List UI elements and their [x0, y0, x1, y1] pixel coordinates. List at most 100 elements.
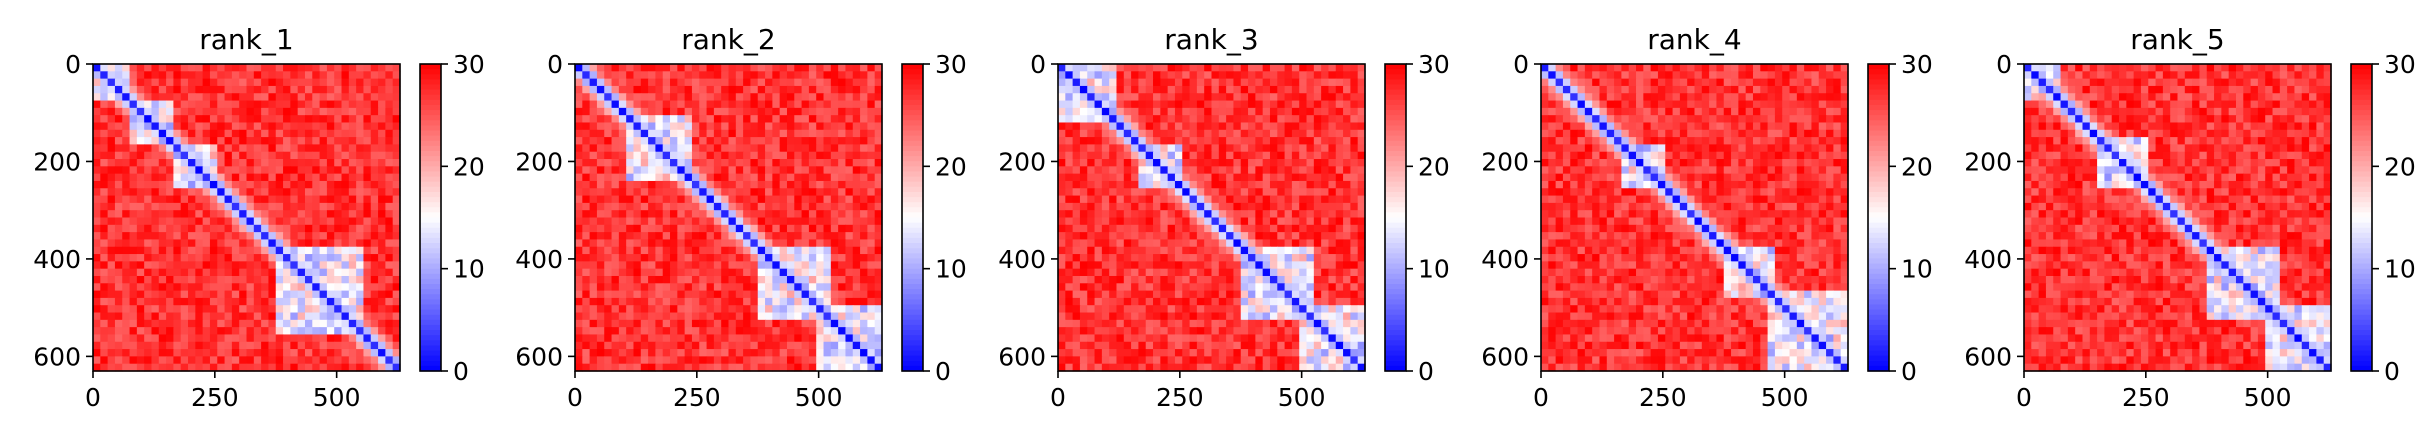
heatmap-cell: [1174, 159, 1183, 167]
heatmap-cell: [209, 224, 218, 233]
heatmap-cell: [1109, 188, 1118, 197]
heatmap-cell: [735, 297, 744, 306]
heatmap-cell: [743, 166, 752, 175]
heatmap-cell: [385, 297, 394, 306]
heatmap-cell: [341, 319, 350, 328]
heatmap-cell: [1138, 254, 1147, 262]
heatmap-cell: [166, 356, 175, 365]
heatmap-cell: [173, 129, 182, 138]
heatmap-cell: [283, 71, 291, 80]
heatmap-cell: [385, 349, 394, 357]
heatmap-cell: [370, 275, 379, 284]
heatmap-cell: [1174, 180, 1183, 189]
heatmap-cell: [1269, 188, 1278, 197]
heatmap-cell: [648, 129, 657, 138]
heatmap-cell: [1196, 129, 1205, 138]
heatmap-cell: [253, 210, 262, 219]
heatmap-cell: [684, 159, 693, 167]
heatmap-cell: [151, 129, 160, 138]
heatmap-cell: [158, 261, 167, 270]
heatmap-cell: [122, 254, 131, 262]
heatmap-cell: [691, 297, 700, 306]
heatmap-cell: [1321, 180, 1330, 189]
heatmap-cell: [151, 275, 160, 284]
heatmap-cell: [290, 239, 299, 248]
heatmap-cell: [312, 290, 321, 299]
heatmap-cell: [794, 246, 803, 255]
heatmap-cell: [699, 217, 708, 226]
heatmap-cell: [158, 254, 167, 262]
heatmap-cell: [706, 283, 715, 292]
heatmap-cell: [1335, 210, 1344, 219]
heatmap-cell: [743, 159, 752, 167]
heatmap-cell: [662, 210, 671, 219]
colorbar-segment: [420, 145, 441, 152]
heatmap-cell: [246, 356, 255, 365]
heatmap-cell: [1269, 64, 1278, 72]
heatmap-cell: [363, 283, 372, 292]
heatmap-cell: [1182, 78, 1191, 87]
colorbar-segment: [420, 222, 441, 229]
heatmap-cell: [1350, 246, 1359, 255]
heatmap-cell: [589, 363, 598, 372]
heatmap-cell: [640, 363, 649, 372]
heatmap-cell: [202, 144, 211, 153]
heatmap-cell: [283, 173, 291, 182]
heatmap-cell: [1087, 85, 1096, 94]
heatmap-cell: [283, 137, 291, 146]
heatmap-cell: [860, 246, 868, 255]
heatmap-cell: [261, 217, 270, 226]
heatmap-cell: [1204, 261, 1213, 270]
heatmap-cell: [195, 312, 204, 321]
heatmap-cell: [626, 217, 635, 226]
heatmap-cell: [852, 100, 861, 109]
heatmap-cell: [786, 202, 795, 211]
heatmap-cell: [1167, 180, 1176, 189]
heatmap-cell: [283, 64, 291, 72]
heatmap-cell: [1094, 166, 1103, 175]
heatmap-cell: [684, 115, 693, 124]
heatmap-cell: [794, 239, 803, 248]
heatmap-cell: [713, 100, 722, 109]
heatmap-cell: [648, 85, 657, 94]
heatmap-cell: [231, 356, 240, 365]
heatmap-cell: [633, 188, 642, 197]
heatmap-cell: [1233, 129, 1242, 138]
colorbar-segment: [420, 140, 441, 147]
heatmap-cell: [845, 224, 854, 233]
heatmap-cell: [852, 283, 861, 292]
heatmap-cell: [611, 327, 620, 336]
heatmap-cell: [728, 202, 737, 211]
heatmap-cell: [874, 100, 883, 109]
heatmap-cell: [261, 78, 270, 87]
heatmap-cell: [713, 349, 722, 357]
heatmap-cell: [158, 137, 167, 146]
colorbar-segment: [420, 186, 441, 193]
heatmap-cell: [378, 137, 386, 146]
colorbar-segment: [420, 263, 441, 270]
heatmap-cell: [1321, 195, 1330, 204]
heatmap-cell: [765, 261, 773, 270]
heatmap-cell: [713, 341, 722, 350]
heatmap-cell: [1058, 100, 1066, 109]
heatmap-cell: [728, 356, 737, 365]
heatmap-cell: [129, 137, 138, 146]
heatmap-cell: [706, 195, 715, 204]
heatmap-cell: [290, 166, 299, 175]
heatmap-cell: [253, 217, 262, 226]
heatmap-cell: [1350, 224, 1359, 233]
heatmap-cell: [765, 122, 773, 131]
heatmap-cell: [100, 78, 109, 87]
heatmap-cell: [691, 151, 700, 160]
heatmap-cell: [209, 107, 218, 116]
heatmap-cell: [290, 71, 299, 80]
heatmap-cell: [823, 297, 832, 306]
heatmap-cell: [1313, 144, 1322, 153]
heatmap-cell: [582, 137, 591, 146]
heatmap-cell: [633, 100, 642, 109]
heatmap-cell: [1211, 159, 1220, 167]
heatmap-cell: [1174, 232, 1183, 241]
heatmap-cell: [575, 349, 583, 357]
heatmap-cell: [312, 275, 321, 284]
heatmap-cell: [1079, 224, 1088, 233]
